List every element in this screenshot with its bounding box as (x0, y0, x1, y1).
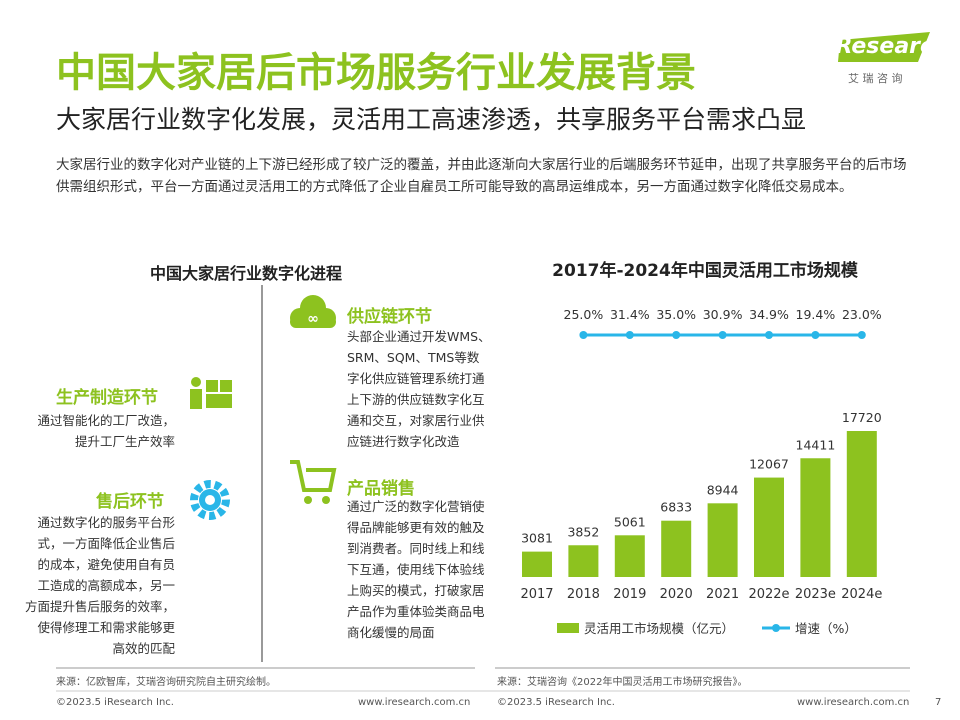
bar (707, 503, 738, 577)
item-text: 方面提升售后服务的效率， (24, 599, 175, 614)
logo-badge (838, 32, 930, 62)
bar (568, 545, 599, 577)
item-text: 上下游的供应链数字化互 (347, 392, 485, 407)
item-text: 上购买的模式，打破家居 (347, 583, 485, 598)
item-text: 使得修理工和需求能够更 (37, 620, 175, 635)
bar (614, 535, 645, 577)
item-text: 商化缓慢的局面 (347, 625, 435, 640)
bar (846, 431, 877, 577)
bar (522, 551, 552, 577)
item-text: 产品作为重体验类商品电 (347, 604, 485, 619)
item-text: 得品牌能够更有效的触及 (347, 520, 485, 535)
item-title: 售后环节 (96, 492, 164, 512)
item-title: 产品销售 (347, 479, 415, 499)
item-text: 通过广泛的数字化营销使 (347, 499, 485, 514)
growth-label: 19.4% (796, 307, 836, 322)
icon-factory (190, 377, 232, 409)
item-text: 字化供应链管理系统打通 (347, 371, 485, 386)
growth-label: 23.0% (842, 307, 882, 322)
x-tick-label: 2021 (706, 587, 739, 602)
item-text: 提升工厂生产效率 (74, 434, 175, 449)
x-tick-label: 2017 (520, 587, 553, 602)
title: 中国大家居后市场服务行业发展背景 (56, 50, 696, 96)
legend-swatch (772, 624, 780, 632)
growth-point (625, 331, 634, 339)
item-text: 工造成的高额成本，另一 (37, 578, 175, 593)
item-text: 应链进行数字化改造 (347, 434, 460, 449)
growth-label: 30.9% (703, 307, 743, 322)
chart-title: 2017年-2024年中国灵活用工市场规模 (552, 260, 859, 281)
x-tick-label: 2022e (748, 587, 789, 602)
item-text: 下互通，使用线下体验线 (347, 562, 485, 577)
item-text: 通过数字化的服务平台形 (37, 515, 175, 530)
item-title: 供应链环节 (347, 307, 432, 327)
icon-link: ∞ (307, 311, 319, 327)
icon-cart (290, 460, 337, 504)
legend-label: 灵活用工市场规模（亿元） (584, 621, 734, 636)
subtitle: 大家居行业数字化发展，灵活用工高速渗透，共享服务平台需求凸显 (56, 105, 807, 134)
x-tick-label: 2019 (613, 587, 646, 602)
bar (800, 458, 831, 577)
source: 来源：亿欧智库，艾瑞咨询研究院自主研究绘制。 (56, 677, 276, 688)
item-text: 的成本，避免使用自有员 (37, 557, 175, 572)
item-text: 通过智能化的工厂改造， (37, 413, 175, 428)
url: www.iresearch.com.cn (358, 697, 471, 708)
icon-gear (190, 480, 230, 520)
growth-label: 25.0% (564, 307, 604, 322)
growth-label: 31.4% (610, 307, 650, 322)
url: www.iresearch.com.cn (797, 697, 910, 708)
bar-label: 8944 (707, 482, 739, 497)
bar-label: 3852 (567, 524, 599, 539)
growth-point (672, 331, 681, 339)
logo-sub: 艾 瑞 咨 询 (848, 72, 903, 85)
page-number: 7 (935, 697, 942, 708)
x-tick-label: 2018 (567, 587, 600, 602)
x-tick-label: 2024e (841, 587, 882, 602)
item-text: 通和交互，对家居行业供 (347, 413, 485, 428)
logo: iResearch (828, 34, 949, 59)
bar-label: 14411 (796, 437, 836, 452)
growth-label: 35.0% (656, 307, 696, 322)
item-text: 到消费者。同时线上和线 (347, 541, 485, 556)
legend-swatch (557, 623, 579, 633)
growth-point (718, 331, 727, 339)
growth-point (857, 331, 866, 339)
bar (661, 520, 692, 577)
icon-cloud (290, 295, 336, 328)
source: 来源：艾瑞咨询《2022年中国灵活用工市场研究报告》。 (497, 677, 748, 688)
growth-point (811, 331, 820, 339)
left-title: 中国大家居行业数字化进程 (150, 264, 343, 283)
intro: 大家居行业的数字化对产业链的上下游已经形成了较广泛的覆盖，并由此逐渐向大家居行业… (56, 157, 907, 195)
bar-label: 12067 (749, 457, 789, 472)
bar-label: 3081 (521, 531, 553, 546)
item-text: 头部企业通过开发WMS、 (347, 329, 491, 344)
bar-label: 5061 (614, 514, 646, 529)
growth-point (579, 331, 588, 339)
item-text: 高效的匹配 (112, 641, 175, 656)
x-tick-label: 2020 (660, 587, 693, 602)
item-text: SRM、SQM、TMS等数 (347, 350, 480, 365)
item-text: 式，一方面降低企业售后 (37, 536, 175, 551)
bar-label: 6833 (660, 500, 692, 515)
bar-label: 17720 (842, 410, 882, 425)
growth-point (765, 331, 773, 339)
growth-label: 34.9% (749, 307, 789, 322)
legend-label: 增速（%） (795, 621, 857, 636)
x-tick-label: 2023e (795, 587, 836, 602)
copyright: ©2023.5 iResearch Inc. (497, 697, 615, 708)
item-title: 生产制造环节 (56, 388, 158, 408)
bar (754, 477, 784, 577)
copyright: ©2023.5 iResearch Inc. (56, 697, 174, 708)
